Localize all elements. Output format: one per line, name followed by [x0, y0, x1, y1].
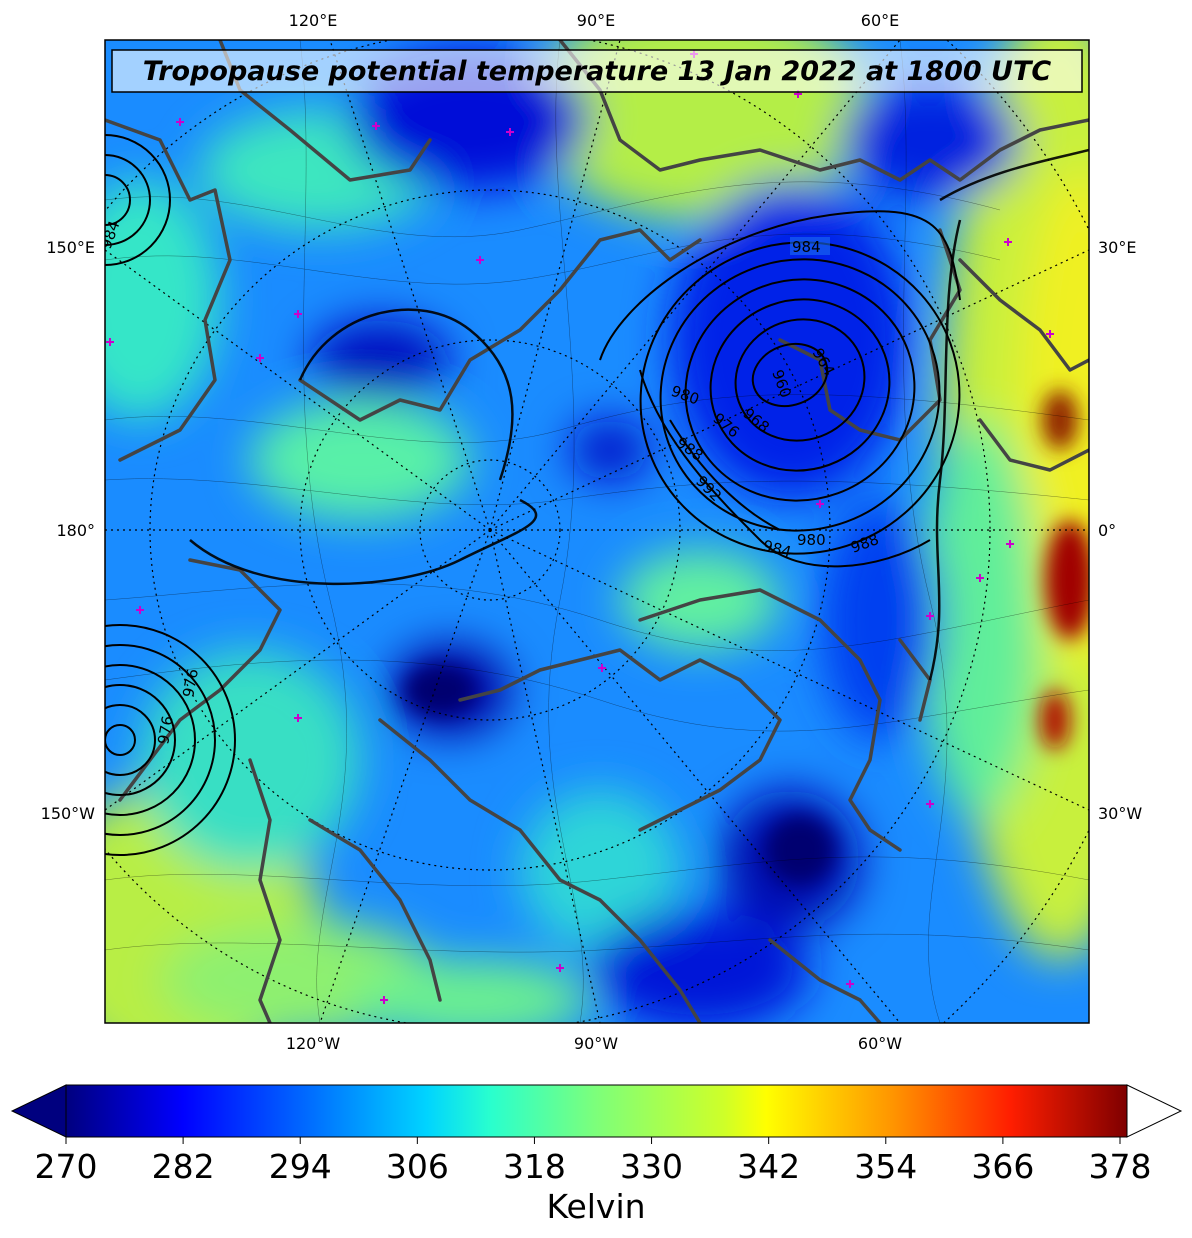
bottom-lon-label: 60°W — [858, 1034, 902, 1053]
colorbar: 270 282 294 306 318 330 342 354 366 378 Kelvin — [10, 1084, 1183, 1226]
map-panel: 984 964 960 968 976 980 988 992 984 980 … — [104, 39, 1090, 1024]
isobar-label: 980 — [797, 531, 826, 549]
colorbar-tick-label: 282 — [152, 1147, 215, 1186]
left-label: 150°W — [41, 804, 96, 823]
colorbar-gradient — [65, 1084, 1128, 1138]
map-frame — [104, 39, 1090, 1024]
colorbar-tick-label: 366 — [971, 1147, 1034, 1186]
isobar-label: 984 — [792, 238, 821, 256]
colorbar-tick-label: 294 — [269, 1147, 332, 1186]
right-label: 30°W — [1098, 804, 1142, 823]
isobar-label: 976 — [179, 667, 202, 698]
colorbar-tick-label: 342 — [737, 1147, 800, 1186]
top-lon-label: 90°E — [577, 11, 615, 30]
colorbar-tick-label: 318 — [503, 1147, 566, 1186]
right-label: 30°E — [1098, 238, 1136, 257]
bottom-lon-label: 90°W — [574, 1034, 618, 1053]
colorbar-label: Kelvin — [546, 1187, 645, 1226]
top-lon-label: 120°E — [289, 11, 338, 30]
graticule-labels: 120°E 90°E 60°E 120°W 90°W 60°W 150°E 18… — [41, 11, 1143, 1053]
colorbar-tick-label: 330 — [620, 1147, 683, 1186]
colorbar-tick-label: 354 — [854, 1147, 917, 1186]
colorbar-tick-label: 270 — [35, 1147, 98, 1186]
left-label: 150°E — [46, 238, 95, 257]
map-title: Tropopause potential temperature 13 Jan … — [143, 56, 1052, 87]
top-lon-label: 60°E — [861, 11, 899, 30]
bottom-lon-label: 120°W — [286, 1034, 341, 1053]
colorbar-tick-label: 306 — [386, 1147, 449, 1186]
colorbar-tick-label: 378 — [1089, 1147, 1152, 1186]
isobar-label: 976 — [154, 714, 177, 745]
colorbar-low-extend — [10, 1084, 67, 1138]
colorbar-high-extend — [1126, 1084, 1183, 1138]
right-label: 0° — [1098, 521, 1116, 540]
left-label: 180° — [56, 521, 95, 540]
